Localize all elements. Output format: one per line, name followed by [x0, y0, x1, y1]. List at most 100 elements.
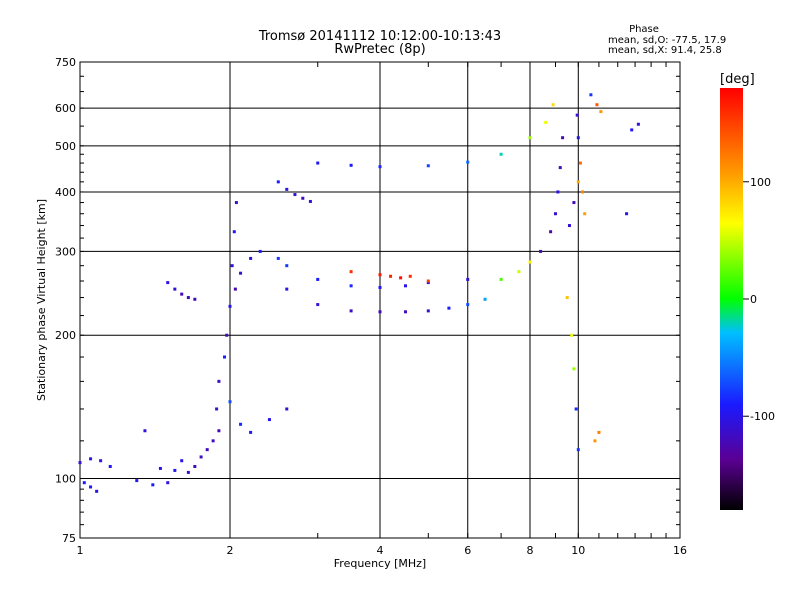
data-point	[378, 310, 382, 314]
data-point	[89, 485, 93, 489]
data-point	[426, 281, 430, 285]
y-tick-label: 100	[55, 473, 76, 486]
colorbar-label: [deg]	[720, 72, 755, 87]
grid-lines	[80, 62, 680, 538]
data-point	[228, 304, 232, 308]
data-point	[223, 355, 227, 359]
data-point	[466, 277, 470, 281]
data-point	[217, 379, 221, 383]
data-point	[378, 285, 382, 289]
data-point	[593, 439, 597, 443]
data-point	[180, 459, 184, 463]
data-point	[403, 310, 407, 314]
y-tick-label: 750	[55, 56, 76, 69]
data-point	[575, 113, 579, 117]
data-point	[173, 287, 177, 291]
data-point	[595, 103, 599, 107]
data-point	[230, 264, 234, 268]
colorbar-ticks: 100 0 -100	[743, 176, 775, 423]
data-point	[561, 136, 565, 140]
data-point	[228, 400, 232, 404]
phase-stats-heading: Phase	[629, 24, 659, 35]
data-point	[549, 230, 553, 234]
data-point	[316, 161, 320, 165]
data-point	[517, 270, 521, 274]
data-point	[576, 136, 580, 140]
data-point	[589, 93, 593, 97]
data-point	[528, 260, 532, 264]
data-point	[143, 429, 147, 433]
data-point	[426, 164, 430, 168]
data-point	[349, 270, 353, 274]
data-point	[499, 152, 503, 156]
phase-stats-o: mean, sd,O: -77.5, 17.9	[608, 35, 726, 46]
y-tick-label: 500	[55, 140, 76, 153]
x-axis-ticks: 1 2 4 6 8 10 16	[77, 62, 687, 557]
data-point	[180, 292, 184, 296]
data-point	[135, 479, 139, 483]
data-point	[217, 429, 221, 433]
y-tick-label: 75	[62, 532, 76, 545]
data-point	[403, 284, 407, 288]
data-point	[483, 297, 487, 301]
data-point	[551, 103, 555, 107]
data-point	[232, 230, 236, 234]
data-point	[276, 180, 280, 184]
data-point	[205, 448, 209, 452]
data-point	[239, 271, 243, 275]
data-point	[233, 287, 237, 291]
data-point	[193, 464, 197, 468]
x-tick-label: 2	[227, 544, 234, 557]
data-point	[285, 264, 289, 268]
colorbar-tick-label: 0	[750, 293, 757, 306]
data-point	[572, 367, 576, 371]
x-tick-label: 10	[571, 544, 585, 557]
data-point	[630, 128, 634, 132]
data-point	[466, 303, 470, 307]
phase-stats-x: mean, sd,X: 91.4, 25.8	[608, 45, 722, 56]
data-point	[225, 333, 229, 337]
data-point	[151, 483, 155, 487]
x-tick-label: 4	[377, 544, 384, 557]
x-tick-label: 1	[77, 544, 84, 557]
data-point	[239, 422, 243, 426]
x-axis-label: Frequency [MHz]	[334, 557, 426, 570]
data-point	[636, 122, 640, 126]
data-point	[408, 274, 412, 278]
data-point	[258, 249, 262, 253]
y-tick-label: 600	[55, 102, 76, 115]
data-point	[625, 212, 629, 216]
data-point	[576, 180, 580, 184]
y-tick-label: 300	[55, 245, 76, 258]
data-point	[597, 430, 601, 434]
x-tick-label: 16	[673, 544, 687, 557]
data-point	[166, 281, 170, 285]
colorbar	[720, 88, 743, 510]
data-point	[539, 249, 543, 253]
data-point	[583, 212, 587, 216]
data-point	[89, 457, 93, 461]
data-point	[99, 459, 103, 463]
data-point	[399, 276, 403, 280]
data-point	[556, 190, 560, 194]
data-point	[193, 297, 197, 301]
data-point	[499, 277, 503, 281]
data-point	[285, 407, 289, 411]
data-point	[173, 468, 177, 472]
plot-area: 1 2 4 6 8 10 16 75 100 200 300 400 500 600 750	[55, 56, 687, 557]
data-point	[158, 466, 162, 470]
y-tick-label: 200	[55, 329, 76, 342]
y-axis-ticks: 75 100 200 300 400 500 600 750	[55, 56, 680, 545]
data-point	[95, 489, 99, 493]
colorbar-tick-label: -100	[750, 410, 775, 423]
data-point	[186, 470, 190, 474]
data-point	[447, 306, 451, 310]
data-point	[249, 256, 253, 260]
data-point	[528, 136, 532, 140]
data-point	[199, 455, 203, 459]
colorbar-tick-label: 100	[750, 176, 771, 189]
data-point	[316, 277, 320, 281]
chart-subtitle: RwPretec (8p)	[334, 42, 425, 57]
data-point	[285, 287, 289, 291]
